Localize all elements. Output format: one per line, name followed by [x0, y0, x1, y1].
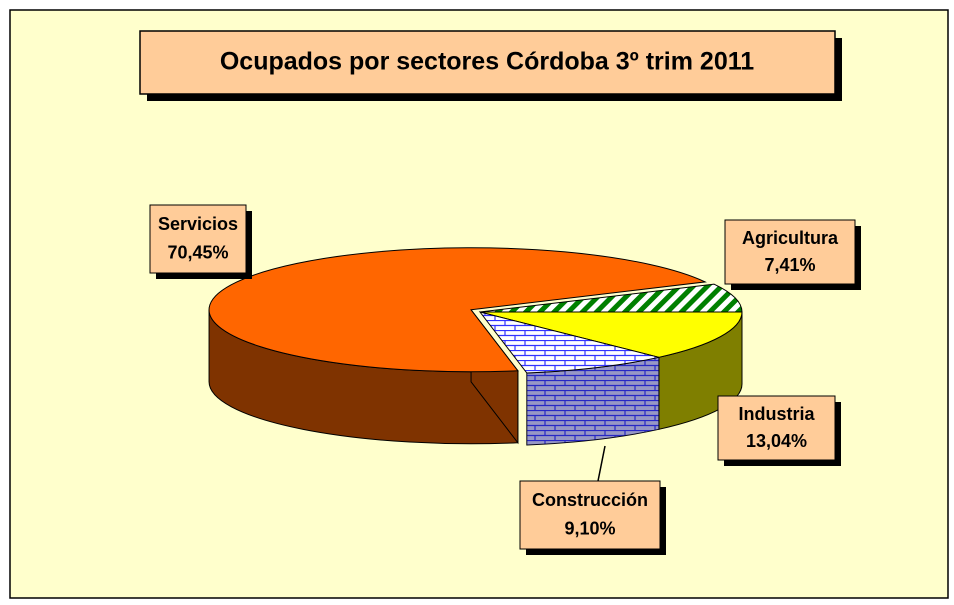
slice: [478, 311, 659, 374]
pie: [208, 247, 743, 446]
label-box: [519, 480, 661, 550]
value-label: 13,04%: [746, 431, 807, 451]
slice-side-shade: [526, 357, 659, 446]
title-box: [139, 30, 836, 95]
label-box: [724, 219, 856, 285]
category-label: Servicios: [158, 214, 238, 234]
category-label: Construcción: [532, 490, 648, 510]
label-box: [149, 204, 247, 274]
label-box: [717, 395, 836, 461]
value-label: 7,41%: [764, 255, 815, 275]
labels: Agricultura 7,41% Industria 13,04% Construcc…: [149, 204, 861, 555]
value-label: 9,10%: [564, 519, 615, 539]
category-label: Agricultura: [742, 228, 839, 248]
slice: [479, 311, 743, 358]
leader-line: [597, 445, 606, 482]
value-label: 70,45%: [167, 243, 228, 263]
chart-title: Ocupados por sectores Córdoba 3º trim 20…: [220, 48, 754, 76]
slice: [479, 283, 743, 313]
category-label: Industria: [738, 404, 815, 424]
slice: [208, 247, 707, 373]
